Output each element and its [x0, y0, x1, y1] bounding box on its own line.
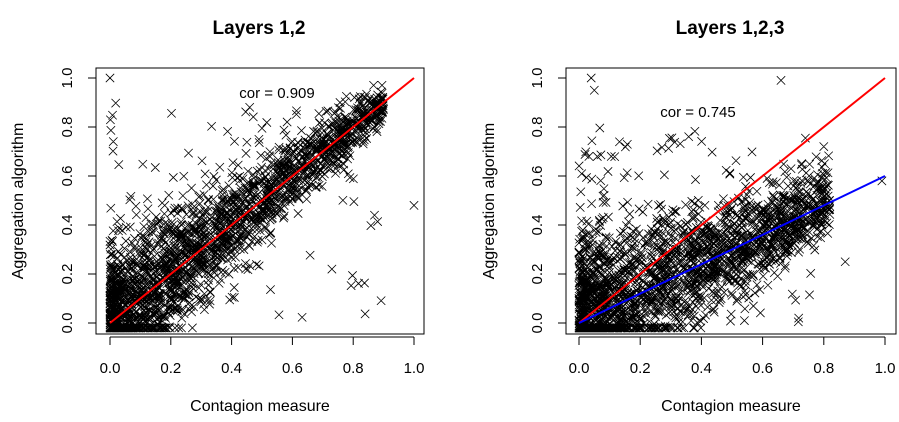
y-axis: 0.0 0.2 0.4 0.6 0.8 1.0: [59, 68, 97, 334]
y-axis-label: Aggregation algorithm: [10, 123, 27, 280]
y-tick-label: 0.0: [529, 313, 546, 334]
x-axis: 0.0 0.2 0.4 0.6 0.8 1.0: [569, 336, 896, 377]
x-axis: 0.0 0.2 0.4 0.6 0.8 1.0: [100, 336, 425, 377]
x-tick-label: 0.8: [343, 360, 364, 377]
y-axis-label: Aggregation algorithm: [481, 123, 498, 280]
y-tick-label: 0.8: [529, 117, 546, 138]
y-tick-label: 0.2: [59, 264, 76, 285]
fit-lines: [578, 77, 886, 324]
x-tick-label: 1.0: [875, 360, 896, 377]
x-axis-label: Contagion measure: [190, 398, 330, 415]
scatter-point-markers: [105, 73, 419, 333]
x-tick-label: 0.6: [282, 360, 303, 377]
correlation-annotation: cor = 0.745: [660, 104, 735, 121]
fit-lines: [109, 77, 415, 324]
y-tick-label: 0.6: [59, 166, 76, 187]
scatter-point-markers: [574, 73, 887, 333]
y-tick-label: 0.4: [529, 215, 546, 236]
scatter-points: [105, 73, 419, 333]
correlation-annotation: cor = 0.909: [239, 85, 314, 102]
y-tick-label: 0.6: [529, 166, 546, 187]
x-tick-label: 0.2: [630, 360, 651, 377]
y-tick-label: 0.4: [59, 215, 76, 236]
blue-fit-line: [578, 175, 886, 324]
y-axis: 0.0 0.2 0.4 0.6 0.8 1.0: [529, 68, 567, 334]
x-tick-label: 0.0: [100, 360, 121, 377]
red-reference-line: [578, 77, 886, 324]
scatter-points: [574, 73, 887, 333]
x-tick-label: 0.8: [813, 360, 834, 377]
chart-title: Layers 1,2: [213, 18, 306, 39]
x-tick-label: 0.4: [691, 360, 712, 377]
y-tick-label: 1.0: [529, 68, 546, 89]
x-tick-label: 0.2: [160, 360, 181, 377]
y-tick-label: 0.0: [59, 313, 76, 334]
x-tick-label: 0.0: [569, 360, 590, 377]
x-tick-label: 0.4: [221, 360, 242, 377]
x-tick-label: 1.0: [404, 360, 425, 377]
panel-layers-1-2: Layers 1,2 0.0 0.2 0.4 0.6 0.8 1.0 0.00.20.40…: [10, 18, 425, 415]
y-tick-label: 0.8: [59, 117, 76, 138]
y-tick-label: 1.0: [59, 68, 76, 89]
x-tick-label: 0.6: [752, 360, 773, 377]
red-reference-line: [109, 77, 415, 324]
panel-layers-1-2-3: Layers 1,2,3 0.0 0.2 0.4 0.6 0.8 1.0 0.00.20.…: [481, 18, 897, 415]
y-tick-label: 0.2: [529, 264, 546, 285]
chart-title: Layers 1,2,3: [676, 18, 785, 39]
x-axis-label: Contagion measure: [661, 398, 801, 415]
